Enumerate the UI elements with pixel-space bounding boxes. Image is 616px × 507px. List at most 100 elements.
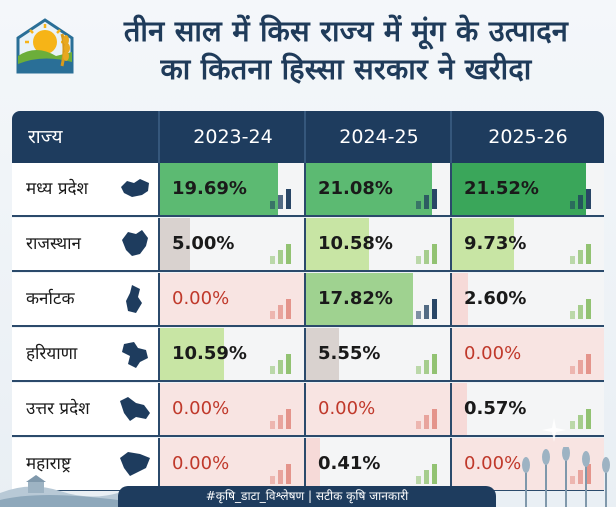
mini-bar [570, 201, 575, 209]
state-cell: राजस्थान [12, 218, 160, 270]
header-divider [158, 111, 160, 163]
maharashtra-map-icon [120, 452, 150, 476]
state-cell: हरियाणा [12, 328, 160, 380]
mini-bar-chart-icon [570, 348, 596, 374]
share-cell: 0.00% [160, 273, 306, 325]
mini-bar [278, 415, 283, 429]
header-state: राज्य [28, 126, 63, 148]
share-fill-bar [160, 218, 190, 270]
share-cell: 5.55% [306, 328, 452, 380]
share-fill-bar [306, 328, 340, 380]
mini-bar [432, 354, 437, 374]
share-fill-bar [452, 383, 468, 435]
mini-bar [278, 195, 283, 209]
row-divider [12, 380, 604, 382]
mini-bar [586, 244, 591, 264]
mini-bar [578, 195, 583, 209]
mini-bar [424, 470, 429, 484]
mini-bar [270, 476, 275, 484]
share-value: 0.00% [464, 343, 522, 364]
table-row: महाराष्ट्र 0.00% 0.41% 0.00% [12, 438, 604, 491]
mini-bar [424, 360, 429, 374]
mini-bar [286, 354, 291, 374]
state-cell: मध्य प्रदेश [12, 163, 160, 215]
share-fill-bar [306, 273, 413, 325]
mini-bar-chart-icon [270, 183, 296, 209]
mini-bar-chart-icon [570, 458, 596, 484]
rajasthan-map-icon [122, 230, 148, 256]
table-row: हरियाणा 10.59% 5.55% 0.00% [12, 328, 604, 382]
sun-field-wheat-logo-icon [16, 18, 74, 74]
state-name: उत्तर प्रदेश [26, 399, 90, 419]
share-fill-bar [452, 273, 469, 325]
mini-bar [278, 470, 283, 484]
share-fill-bar [306, 163, 433, 215]
mini-bar [416, 366, 421, 374]
share-fill-bar [452, 163, 586, 215]
share-value: 0.00% [172, 288, 230, 309]
share-value: 9.73% [464, 233, 527, 254]
mini-bar [416, 311, 421, 319]
mini-bar [570, 421, 575, 429]
mini-bar-chart-icon [270, 403, 296, 429]
mini-bar [286, 409, 291, 429]
share-cell: 0.41% [306, 438, 452, 490]
mini-bar [578, 470, 583, 484]
wheat-stalks-illustration [522, 447, 610, 507]
mini-bar [586, 189, 591, 209]
karnataka-map-icon [126, 285, 142, 313]
footer-hashtag-banner: #कृषि_डाटा_विश्लेषण | सटीक कृषि जानकारी [118, 486, 496, 507]
mini-bar [432, 244, 437, 264]
row-divider [12, 270, 604, 272]
mini-bar [286, 189, 291, 209]
share-fill-bar [306, 218, 370, 270]
mini-bar [586, 299, 591, 319]
mini-bar [424, 250, 429, 264]
share-value: 5.00% [172, 233, 235, 254]
mini-bar [278, 360, 283, 374]
share-value: 2.60% [464, 288, 527, 309]
state-cell: उत्तर प्रदेश [12, 383, 160, 435]
table-row: राजस्थान 5.00% 10.58% 9.73% [12, 218, 604, 272]
mini-bar [424, 195, 429, 209]
mini-bar [416, 201, 421, 209]
mini-bar-chart-icon [270, 458, 296, 484]
state-name: हरियाणा [26, 344, 78, 364]
state-name: राजस्थान [26, 234, 81, 254]
state-cell: कर्नाटक [12, 273, 160, 325]
mini-bar [432, 409, 437, 429]
mini-bar-chart-icon [416, 293, 442, 319]
mini-bar [416, 421, 421, 429]
share-fill-bar [160, 328, 224, 380]
farm-fields-illustration [0, 475, 118, 507]
mini-bar-chart-icon [570, 293, 596, 319]
mini-bar [424, 415, 429, 429]
mini-bar [570, 311, 575, 319]
page-title-line-1: तीन साल में किस राज्य में मूंग के उत्पाद… [123, 14, 569, 48]
mini-bar [278, 305, 283, 319]
share-fill-bar [160, 163, 279, 215]
row-divider [12, 215, 604, 217]
share-cell: 21.08% [306, 163, 452, 215]
share-cell: 0.00% [306, 383, 452, 435]
mini-bar-chart-icon [270, 238, 296, 264]
mini-bar [286, 299, 291, 319]
madhya-pradesh-map-icon [121, 179, 149, 197]
mini-bar [432, 464, 437, 484]
mini-bar [586, 409, 591, 429]
share-cell: 2.60% [452, 273, 604, 325]
share-value: 19.69% [172, 178, 247, 199]
share-cell: 19.69% [160, 163, 306, 215]
mini-bar [270, 421, 275, 429]
share-cell: 10.59% [160, 328, 306, 380]
share-cell: 0.00% [452, 328, 604, 380]
mini-bar [570, 366, 575, 374]
share-value: 21.52% [464, 178, 539, 199]
mini-bar [570, 476, 575, 484]
mini-bar-chart-icon [416, 348, 442, 374]
header-divider [304, 111, 306, 163]
mini-bar [270, 201, 275, 209]
table-row: उत्तर प्रदेश 0.00% 0.00% 0.57% [12, 383, 604, 437]
mini-bar [416, 476, 421, 484]
mini-bar [270, 256, 275, 264]
